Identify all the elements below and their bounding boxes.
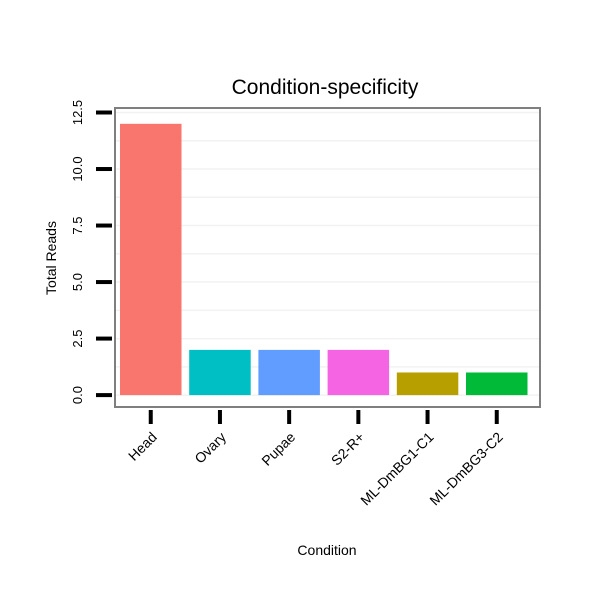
bar-ml-dmbg3-c2 <box>466 372 528 396</box>
y-tick-label: 2.5 <box>70 330 85 348</box>
bar-s2-r- <box>327 349 390 396</box>
y-tick-label: 5.0 <box>70 273 85 291</box>
y-axis-title: Total Reads <box>43 221 59 295</box>
chart-title: Condition-specificity <box>232 76 419 99</box>
plot-border <box>114 107 541 408</box>
bar-head <box>120 123 182 396</box>
y-tick-label: 0.0 <box>70 386 85 404</box>
bar-pupae <box>258 349 320 396</box>
x-axis-title: Condition <box>297 542 356 558</box>
y-tick-label: 10.0 <box>70 156 85 181</box>
bar-ml-dmbg1-c1 <box>396 372 459 396</box>
bar-ovary <box>189 349 251 396</box>
y-tick-label: 12.5 <box>70 100 85 125</box>
y-tick-label: 7.5 <box>70 217 85 235</box>
